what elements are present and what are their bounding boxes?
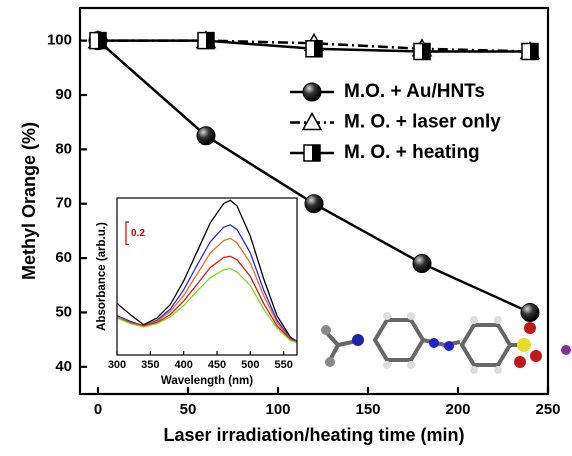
x-tick-label: 150 — [355, 401, 380, 418]
y-tick-label: 80 — [55, 140, 72, 157]
y-axis-label: Methyl Orange (%) — [19, 122, 39, 280]
marker-half — [530, 43, 538, 59]
molecule — [321, 312, 571, 374]
x-tick-label: 350 — [141, 359, 159, 371]
marker-half — [312, 145, 320, 161]
x-axis-label: Wavelength (nm) — [161, 375, 253, 387]
x-tick-label: 300 — [108, 359, 126, 371]
x-tick-label: 200 — [445, 401, 470, 418]
legend-label: M.O. + Au/HNTs — [344, 81, 485, 102]
inset-bg — [117, 198, 297, 355]
x-tick-label: 450 — [208, 359, 226, 371]
x-tick-label: 250 — [535, 401, 560, 418]
x-axis-label: Laser irradiation/heating time (min) — [163, 425, 464, 445]
marker — [90, 33, 106, 49]
x-tick-label: 0 — [94, 401, 102, 418]
legend-label: M. O. + heating — [344, 142, 480, 163]
marker — [198, 33, 214, 49]
y-tick-label: 50 — [55, 303, 72, 320]
marker — [306, 41, 322, 57]
y-tick-label: 90 — [55, 86, 72, 103]
y-tick-label: 70 — [55, 195, 72, 212]
y-axis-label: Absorbance (arb.u.) — [96, 222, 108, 331]
y-tick-label: 60 — [55, 249, 72, 266]
marker — [522, 43, 538, 59]
marker-half — [98, 33, 106, 49]
marker — [304, 145, 320, 161]
x-tick-label: 100 — [265, 401, 290, 418]
x-tick-label: 500 — [241, 359, 259, 371]
y-tick-label: 100 — [47, 32, 72, 49]
marker-half — [422, 43, 430, 59]
marker — [197, 127, 215, 145]
marker — [521, 303, 539, 321]
marker-half — [206, 33, 214, 49]
marker — [303, 83, 321, 101]
x-tick-label: 550 — [274, 359, 292, 371]
x-tick-label: 50 — [180, 401, 197, 418]
marker — [305, 195, 323, 213]
figure: 0 50 100 150 200 250 40 50 60 70 80 90 100 Laser irra… — [0, 0, 572, 456]
legend-label: M. O. + laser only — [344, 112, 501, 133]
marker — [414, 43, 430, 59]
scale-bar-label: 0.2 — [131, 228, 145, 239]
marker — [413, 255, 431, 273]
y-tick-label: 40 — [55, 358, 72, 375]
x-tick-label: 400 — [174, 359, 192, 371]
marker-half — [314, 41, 322, 57]
